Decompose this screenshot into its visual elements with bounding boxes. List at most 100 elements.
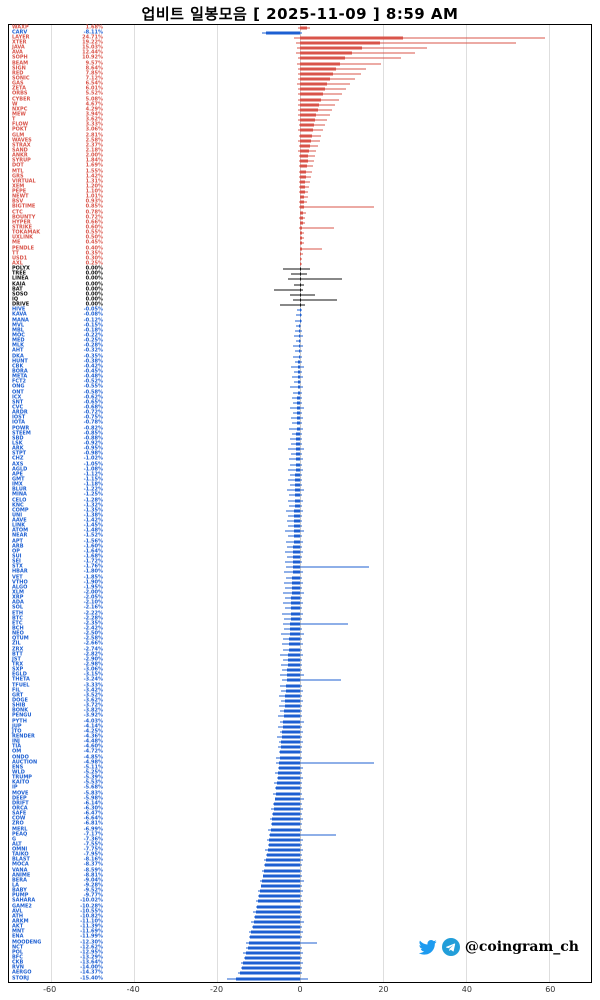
chart-row: TREE 0.00% (9, 271, 591, 277)
pct-label: 0.60% (85, 224, 103, 231)
ticker-label: ONG (12, 383, 25, 390)
chart-row: BTC -2.28% (9, 616, 591, 621)
candle-body (300, 128, 313, 132)
candle-body (298, 370, 300, 374)
pct-label: -0.92% (83, 440, 103, 447)
pct-label: -0.38% (83, 358, 103, 365)
chart-row: GLM 2.81% (9, 133, 591, 138)
chart-row: DRIVE 0.00% (9, 301, 591, 308)
ticker-label: BLAST (12, 856, 30, 863)
ticker-label: BIGTIME (12, 203, 36, 210)
candle-body (300, 36, 403, 40)
candle-wick (295, 320, 303, 322)
chart-row: CARV -8.11% (9, 30, 591, 35)
ticker-label: META (12, 373, 28, 380)
chart-row: INJ -4.48% (9, 739, 591, 745)
chart-row: SNT -0.65% (9, 400, 591, 405)
pct-label: 12.44% (82, 49, 103, 56)
pct-label: -6.64% (83, 815, 103, 822)
candle-body (300, 185, 305, 189)
ticker-label: TFUEL (12, 682, 30, 689)
ticker-label: PEPE (12, 188, 27, 195)
ticker-label: CYBER (12, 96, 31, 103)
chart-row: MTL 1.55% (9, 169, 591, 174)
ticker-label: AXS (12, 461, 24, 468)
candle-body (271, 822, 300, 826)
ticker-label: XTER (12, 39, 27, 46)
ticker-label: FLOW (12, 121, 29, 128)
chart-row: MNT -11.69% (9, 929, 591, 935)
ticker-label: DRIVE (12, 301, 30, 308)
candle-body (300, 139, 311, 143)
candle-body (295, 452, 300, 456)
ticker-label: POWR (12, 425, 30, 432)
candle-body (293, 534, 300, 538)
chart-row: ANKR 2.00% (9, 152, 591, 159)
pct-label: -4.98% (83, 759, 103, 766)
ticker-label: ORBS (12, 90, 28, 97)
chart-row: ATH -10.82% (9, 914, 591, 919)
candle-wick (290, 386, 304, 388)
chart-row: JUP -4.14% (9, 724, 591, 729)
pct-label: -8.37% (83, 861, 103, 868)
ticker-label: G (12, 836, 17, 843)
chart-row: OP -1.64% (9, 549, 591, 554)
ticker-label: XRP (12, 594, 24, 601)
ticker-label: ME (12, 239, 21, 246)
chart-row: ONT -0.58% (9, 390, 591, 395)
chart-row: ZETA 6.01% (9, 86, 591, 92)
candle-body (260, 889, 300, 893)
pct-label: 0.66% (85, 219, 103, 226)
pct-label: 2.58% (85, 137, 103, 144)
pct-label: -2.74% (83, 646, 103, 653)
candle-wick (275, 762, 374, 764)
pct-label: 0.40% (85, 245, 103, 252)
candle-body (290, 612, 300, 616)
candle-body (281, 740, 300, 744)
pct-label: -0.58% (83, 389, 103, 396)
ticker-label: MLK (12, 342, 25, 349)
chart-row: ARK -0.95% (9, 446, 591, 452)
candle-wick (292, 299, 338, 301)
chart-row: ALGO -1.95% (9, 585, 591, 590)
candle-body (297, 396, 300, 400)
chart-row: RED 7.85% (9, 71, 591, 76)
chart-row: JAVA 15.03% (9, 45, 591, 51)
candle-body (300, 267, 301, 271)
ticker-label: ARDR (12, 409, 28, 416)
pct-label: -11.99% (80, 933, 103, 940)
chart-row: AUCTION -4.98% (9, 760, 591, 765)
chart-row: AGLD -1.08% (9, 467, 591, 472)
ticker-label: SUI (12, 553, 22, 560)
candle-body (300, 154, 309, 158)
candle-body (300, 164, 308, 168)
ticker-label: BABY (12, 887, 27, 894)
chart-row: BORA -0.45% (9, 369, 591, 374)
candle-body (277, 776, 300, 780)
pct-label: -0.35% (83, 353, 103, 360)
chart-row: AERGO -14.37% (9, 970, 591, 976)
candle-body (295, 478, 300, 482)
ticker-label: SHIB (12, 702, 26, 709)
pct-label: 2.00% (85, 152, 103, 159)
ticker-label: GLM (12, 132, 25, 139)
ticker-label: RVN (12, 964, 24, 971)
candle-body (288, 653, 300, 657)
chart-row: PENGU -3.92% (9, 713, 591, 719)
pct-label: -0.98% (83, 450, 103, 457)
pct-label: -1.12% (83, 471, 103, 478)
ticker-label: POKT (12, 126, 28, 133)
pct-label: -0.42% (83, 363, 103, 370)
candle-body (300, 262, 302, 266)
pct-label: -0.78% (83, 419, 103, 426)
pct-label: -1.85% (83, 574, 103, 581)
candle-wick (295, 330, 302, 332)
ticker-label: ANIME (12, 872, 31, 879)
pct-label: 0.45% (85, 239, 103, 246)
chart-row: DKA -0.35% (9, 354, 591, 359)
pct-label: -0.88% (83, 435, 103, 442)
candle-body (284, 704, 300, 708)
chart-row: CYBER 5.08% (9, 97, 591, 102)
ticker-label: XEM (12, 183, 25, 190)
chart-row: BABY -9.52% (9, 887, 591, 894)
